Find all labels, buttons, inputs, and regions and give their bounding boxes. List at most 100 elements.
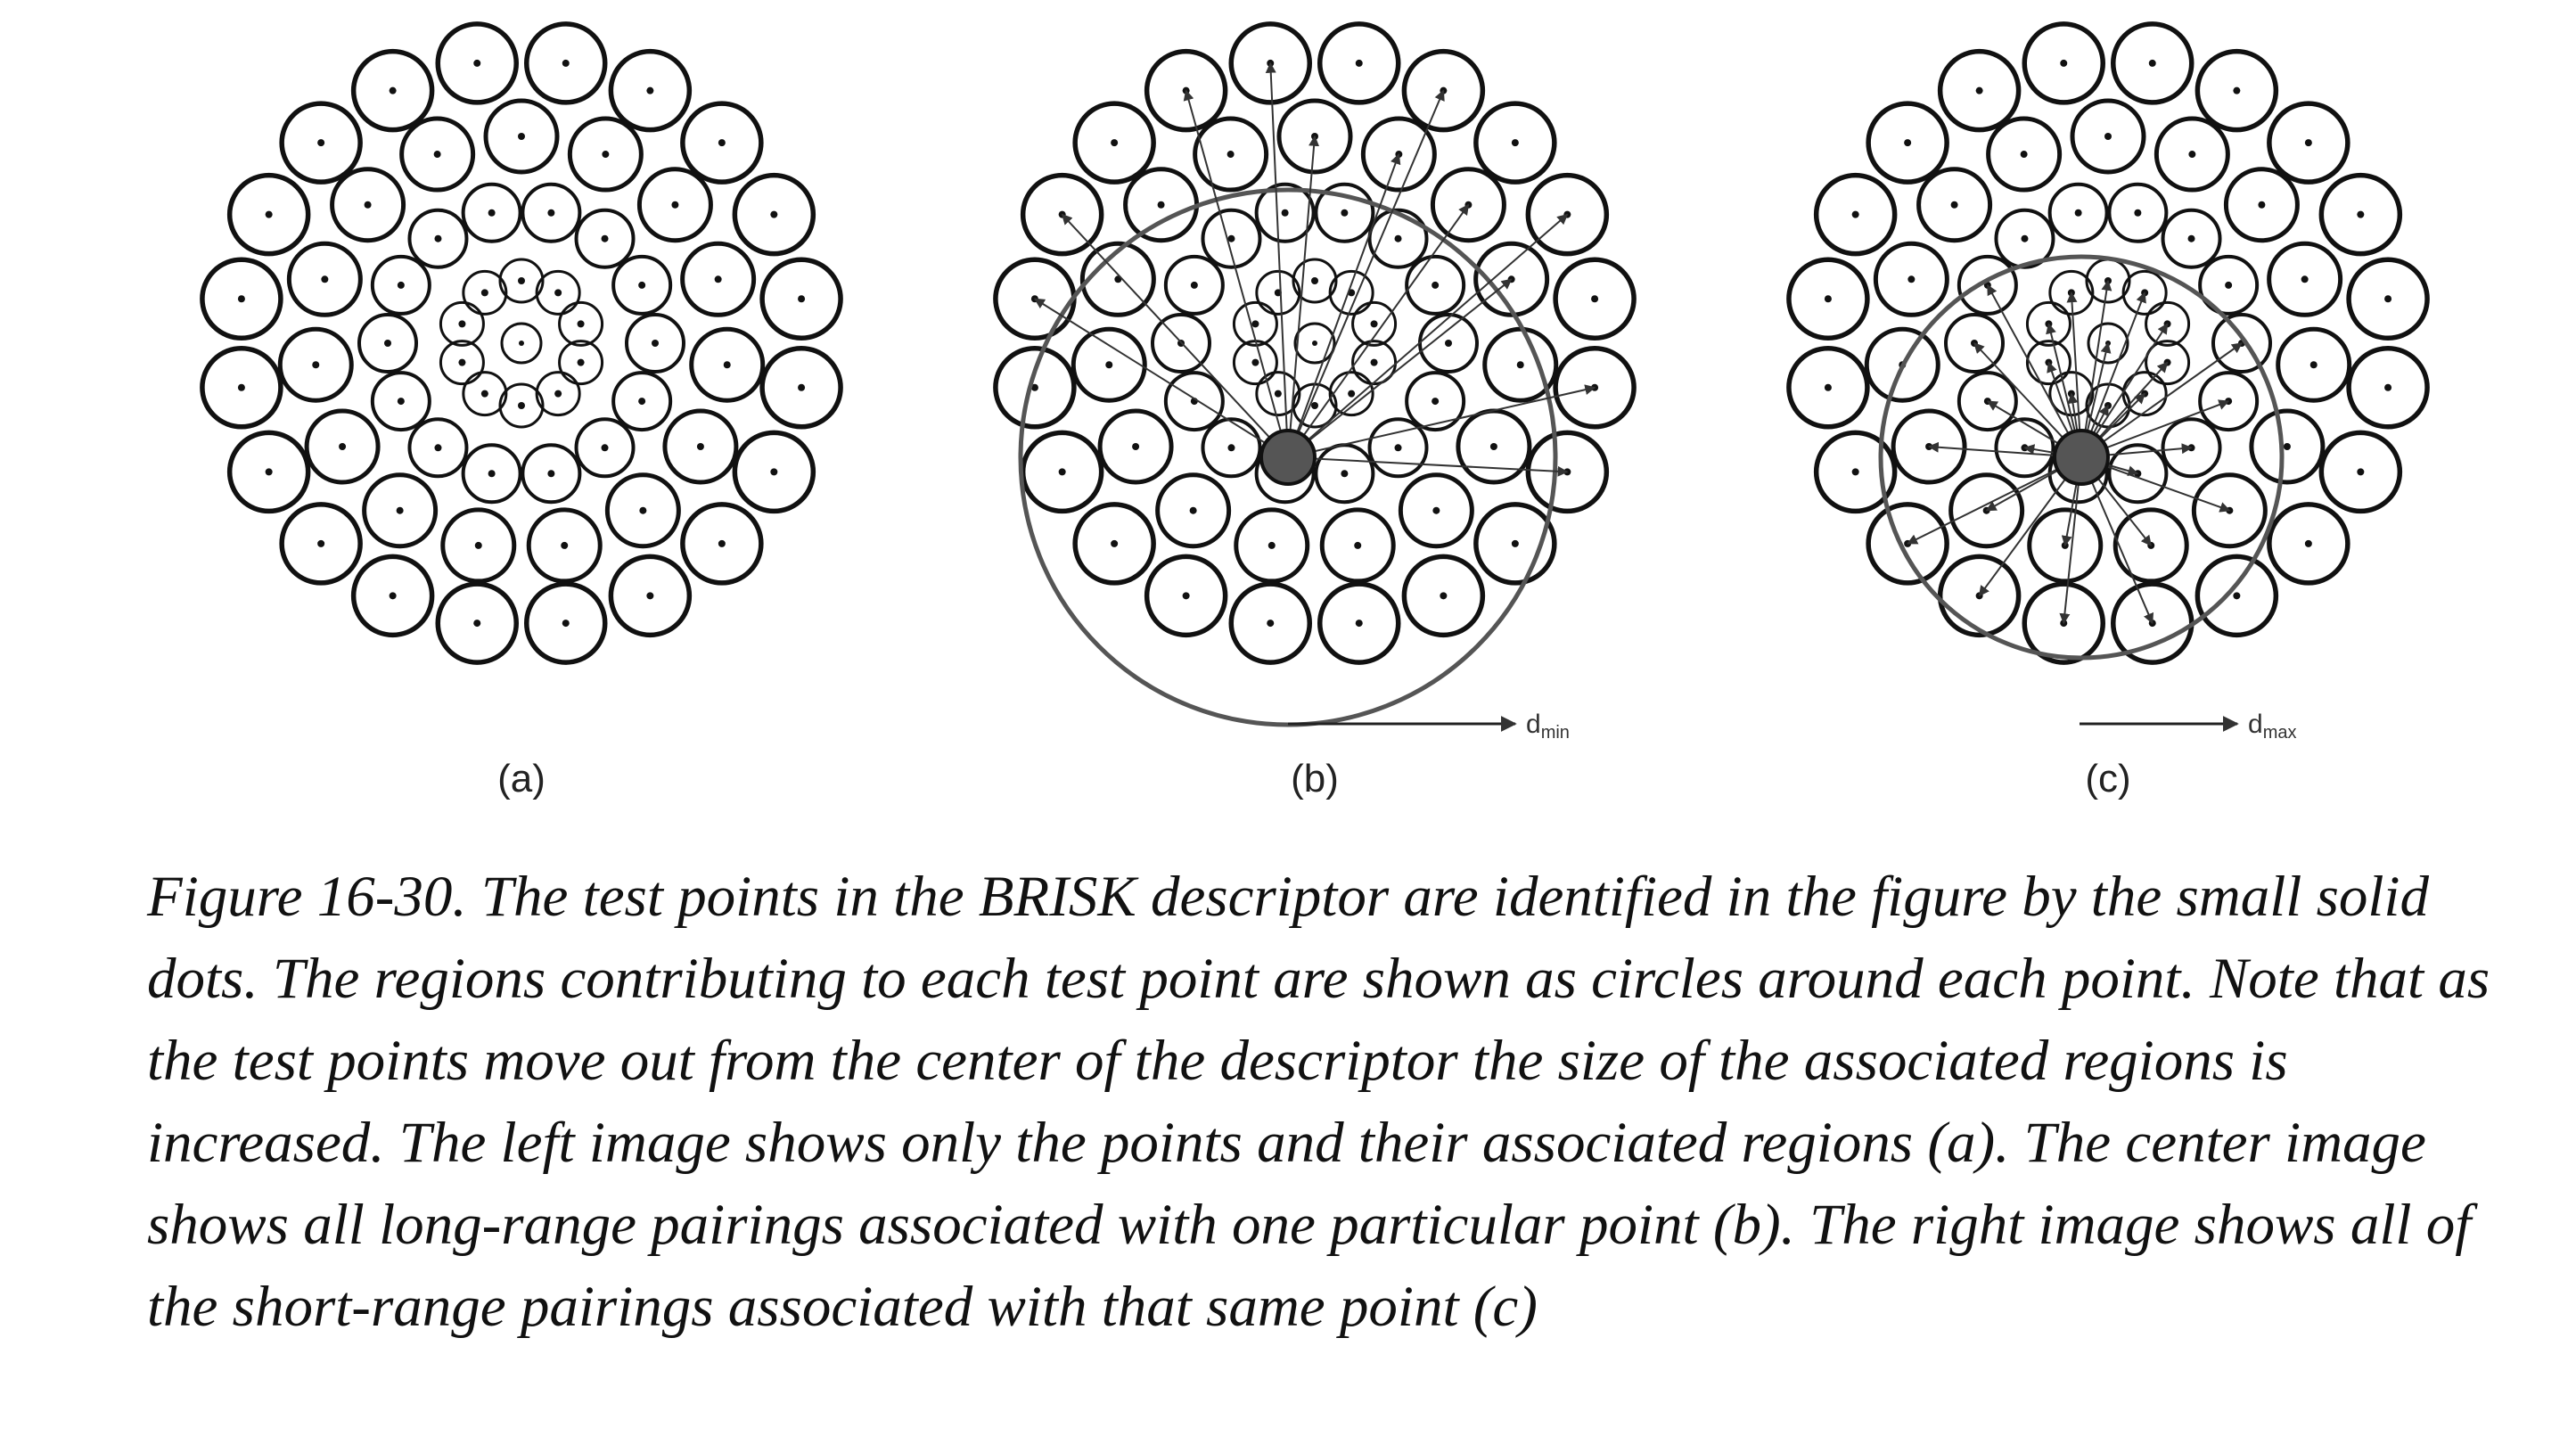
region-circle	[1786, 345, 1870, 430]
test-point-dot	[1348, 390, 1356, 398]
test-point-dot	[389, 86, 397, 94]
region-circle	[759, 345, 843, 430]
region-circle	[1163, 254, 1225, 316]
region-circle	[370, 254, 431, 316]
region-circle	[1873, 241, 1949, 317]
test-point-dot	[2309, 361, 2318, 369]
region-circle	[625, 313, 685, 374]
test-point-dot	[321, 275, 329, 283]
test-point-dot	[770, 468, 778, 476]
region-circle	[1994, 417, 2055, 479]
pairing-arrow	[1287, 278, 1513, 458]
test-point-dot	[638, 398, 646, 406]
test-point-dot	[1355, 59, 1363, 67]
region-circle	[1276, 98, 1353, 175]
region-circle	[2025, 340, 2071, 386]
panel-c	[1786, 21, 2430, 665]
test-point-dot	[1851, 210, 1859, 218]
region-circle	[521, 443, 582, 505]
test-point-dot	[1489, 443, 1497, 450]
pairing-arrow	[1265, 62, 1289, 458]
region-circle	[558, 340, 604, 386]
test-point-dot	[547, 209, 555, 217]
dmin-arrow: dmin	[1288, 710, 1570, 743]
test-point-dot	[1975, 86, 1983, 94]
region-circle	[435, 581, 520, 665]
test-point-dot	[2283, 443, 2291, 450]
test-point-dot	[671, 201, 679, 209]
region-circle	[2145, 340, 2191, 386]
test-point-dot	[1370, 320, 1378, 328]
test-point-dot	[1058, 468, 1066, 476]
region-circle	[435, 21, 520, 105]
region-circle	[1957, 371, 2018, 432]
region-circle	[1163, 371, 1225, 432]
region-circle	[1786, 257, 1870, 341]
region-circle	[608, 554, 693, 638]
test-point-dot	[718, 139, 726, 147]
test-point-dot	[639, 506, 647, 514]
region-circle	[1201, 417, 1262, 479]
region-circle	[574, 208, 636, 269]
region-circle	[1866, 502, 1949, 586]
test-point-dot	[1950, 201, 1958, 209]
region-circle	[523, 21, 608, 105]
test-point-dot	[723, 361, 731, 369]
region-circle	[1405, 371, 1466, 432]
test-point-dot	[602, 151, 610, 159]
test-point-dot	[1394, 234, 1402, 242]
panel-label-c: (c)	[2085, 757, 2130, 800]
region-circle	[611, 254, 673, 316]
region-circle	[1151, 313, 1211, 374]
region-circle	[500, 322, 543, 365]
region-circle	[535, 269, 581, 316]
test-point-dot	[1182, 592, 1190, 600]
pairing-arrow	[2080, 291, 2146, 458]
test-point-dot	[1591, 295, 1599, 303]
region-circle	[439, 300, 485, 347]
test-point-dot	[474, 541, 482, 549]
test-point-dot	[2104, 133, 2112, 140]
selected-point	[1259, 429, 1317, 486]
test-point-dot	[1432, 281, 1440, 289]
region-circle	[370, 371, 431, 432]
pairing-arrow	[1287, 89, 1445, 458]
region-circle	[1144, 554, 1228, 638]
pairing-arrow	[1061, 213, 1289, 458]
region-circle	[2107, 182, 2169, 243]
pairing-arrow	[1287, 456, 1569, 477]
test-point-dot	[577, 358, 585, 366]
test-point-dot	[696, 443, 704, 450]
test-point-dot	[364, 201, 372, 209]
dmin-label: dmin	[1526, 710, 1570, 743]
pairing-arrow	[1183, 89, 1289, 458]
test-point-dot	[1227, 234, 1235, 242]
region-circle	[2276, 326, 2352, 403]
region-circle	[1553, 345, 1637, 430]
test-point-dot	[317, 539, 325, 547]
region-circle	[439, 340, 485, 386]
test-point-dot	[1354, 541, 1362, 549]
test-point-dot	[339, 443, 347, 450]
region-circle	[680, 101, 764, 185]
region-circle	[407, 208, 469, 269]
test-point-dot	[1111, 539, 1119, 547]
region-circle	[2318, 172, 2403, 257]
region-circle	[2161, 208, 2222, 269]
region-circle	[2267, 101, 2350, 185]
test-point-dot	[798, 383, 806, 391]
region-circle	[732, 430, 816, 514]
pairing-arrow	[1287, 203, 1470, 458]
test-point-dot	[2357, 210, 2365, 218]
test-point-dot	[488, 209, 496, 217]
region-circle	[1944, 313, 2005, 374]
region-circle	[1916, 167, 1993, 243]
region-circle	[1866, 101, 1949, 185]
region-circle	[498, 258, 545, 304]
test-point-dot	[1312, 341, 1317, 346]
region-circle	[330, 167, 406, 243]
region-circle	[993, 345, 1077, 430]
test-point-dot	[1904, 139, 1912, 147]
region-circle	[2027, 507, 2104, 584]
